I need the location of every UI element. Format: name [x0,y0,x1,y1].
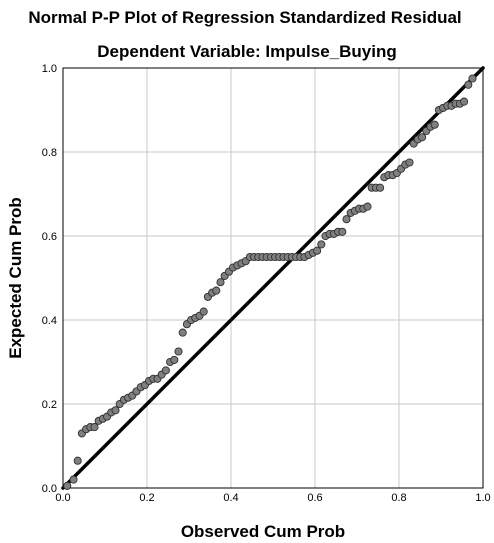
data-point [73,456,82,465]
data-point [460,97,469,106]
y-tick-label: 0.6 [42,231,57,243]
data-point [468,74,477,83]
x-axis-title: Observed Cum Prob [181,522,345,541]
data-point [174,347,183,356]
x-tick-label: 0.8 [391,492,406,504]
chart-title: Normal P-P Plot of Regression Standardiz… [28,8,462,27]
data-point [342,215,351,224]
y-tick-label: 1.0 [42,63,57,75]
x-tick-label: 0.6 [307,492,322,504]
chart-subtitle: Dependent Variable: Impulse_Buying [97,42,397,61]
y-tick-label: 0.0 [42,483,57,495]
y-tick-label: 0.8 [42,147,57,159]
tick-labels: 0.0 0.2 0.4 0.6 0.8 1.0 0.0 0.2 0.4 0.6 0.8 1.0 [42,63,491,504]
y-tick-label: 0.2 [42,399,57,411]
data-point [170,355,179,364]
data-point [63,481,72,490]
data-point [90,423,99,432]
data-point [418,133,427,142]
data-point [313,246,322,255]
data-point [161,366,170,375]
data-point [216,278,225,287]
x-tick-label: 0.2 [139,492,154,504]
x-tick-label: 0.0 [55,492,70,504]
reference-line [61,66,485,490]
y-axis-title: Expected Cum Prob [6,197,25,359]
residual-points [63,74,477,490]
data-point [464,80,473,89]
data-point [178,328,187,337]
grid-lines [63,68,483,488]
data-point [69,475,78,484]
y-tick-label: 0.4 [42,315,57,327]
data-point [212,286,221,295]
x-tick-label: 1.0 [475,492,490,504]
data-point [199,307,208,316]
data-point [430,120,439,129]
data-point [338,227,347,236]
data-point [317,240,326,249]
data-point [111,406,120,415]
plot-frame [62,67,484,489]
x-tick-label: 0.4 [223,492,238,504]
data-point [363,202,372,211]
data-point [405,158,414,167]
data-point [376,183,385,192]
